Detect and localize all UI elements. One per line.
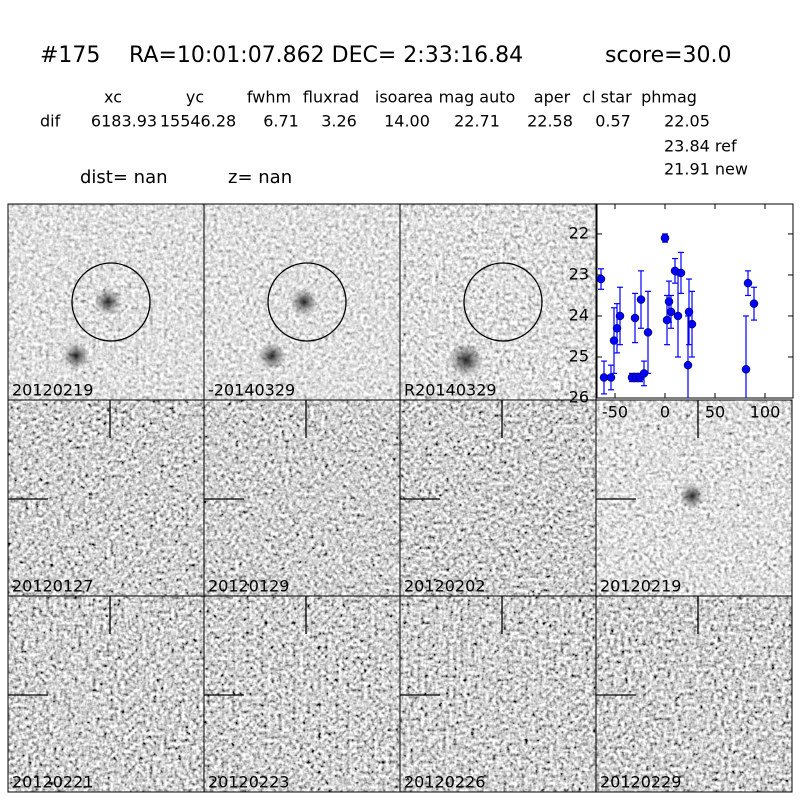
x-tick-label: 0 (660, 403, 670, 422)
data-point (630, 313, 640, 323)
redshift: z= nan (228, 167, 292, 188)
image-panel (400, 400, 596, 596)
image-panel (8, 400, 204, 596)
column-header: fwhm (247, 88, 291, 107)
data-point (597, 274, 606, 284)
panel-label: 20120202 (404, 577, 485, 596)
x-tick-label: 50 (705, 403, 725, 422)
y-tick-label: 25 (569, 346, 589, 365)
data-point (615, 311, 625, 321)
panel-label: -20140329 (208, 381, 295, 400)
score: score=30.0 (605, 43, 732, 68)
x-tick-label: 100 (750, 403, 781, 422)
table-value: 15546.28 (160, 112, 236, 131)
source-blob (94, 288, 122, 316)
table-value: 22.58 (527, 112, 573, 131)
data-point (683, 360, 693, 370)
data-point (749, 299, 759, 308)
aperture-circle (463, 262, 543, 342)
data-point (662, 315, 672, 325)
data-point (666, 307, 676, 317)
panel-label: 20120219 (600, 577, 681, 596)
source-blob (448, 342, 484, 378)
x-tick-label: -50 (602, 403, 628, 422)
data-point (741, 365, 751, 374)
table-value: 0.57 (595, 112, 631, 131)
data-point (609, 336, 619, 345)
new-mag: 21.91 new (664, 160, 748, 179)
panel-label: 20120127 (12, 577, 93, 596)
data-point (684, 307, 694, 317)
ref-mag: 23.84 ref (664, 137, 737, 156)
column-header: xc (104, 88, 122, 107)
image-panel (400, 596, 596, 792)
image-panel (596, 596, 792, 792)
image-panel (400, 204, 596, 400)
column-header: yc (186, 88, 204, 107)
data-point (643, 328, 653, 337)
object-id: #175 (40, 43, 100, 68)
source-blob (679, 483, 705, 509)
data-point (612, 324, 622, 333)
panel-label: 20120229 (600, 773, 681, 792)
table-value: 3.26 (321, 112, 357, 131)
y-tick-label: 26 (569, 388, 589, 407)
table-value: 6183.93 (91, 112, 157, 131)
column-header: phmag (641, 88, 697, 107)
column-header: fluxrad (303, 88, 359, 107)
panel-border (595, 595, 793, 793)
plot-area (596, 203, 794, 399)
panel-label: 20120226 (404, 773, 485, 792)
source-blob (62, 342, 90, 370)
aperture-circle (267, 262, 347, 342)
image-panel (8, 596, 204, 792)
y-tick-label: 22 (569, 223, 589, 242)
data-point (673, 311, 683, 321)
source-blob (258, 342, 286, 370)
panel-label: 20120223 (208, 773, 289, 792)
data-point (743, 278, 753, 288)
data-point (606, 373, 616, 382)
table-value: 22.05 (664, 112, 710, 131)
table-value: 22.71 (454, 112, 500, 131)
table-value: 6.71 (263, 112, 299, 131)
data-point (636, 295, 646, 304)
y-tick-label: 23 (569, 264, 589, 283)
panel-label: R20140329 (404, 381, 497, 400)
column-header: mag auto (439, 88, 516, 107)
column-header: cl star (582, 88, 632, 107)
table-value: 14.00 (384, 112, 430, 131)
data-point (660, 233, 670, 243)
panel-label: 20120221 (12, 773, 93, 792)
aperture-circle (71, 262, 151, 342)
column-header: isoarea (375, 88, 433, 107)
source-blob (290, 288, 318, 316)
data-point (676, 268, 686, 278)
y-tick-label: 24 (569, 305, 589, 324)
row-label: dif (40, 112, 61, 131)
data-point (687, 319, 697, 329)
image-panel (204, 400, 400, 596)
dist: dist= nan (80, 167, 168, 188)
column-header: aper (534, 88, 571, 107)
plot-data (597, 233, 759, 398)
image-panel (204, 596, 400, 792)
coordinates: RA=10:01:07.862 DEC= 2:33:16.84 (129, 43, 523, 68)
panel-label: 20120219 (12, 381, 93, 400)
data-point (664, 297, 674, 306)
panel-label: 20120129 (208, 577, 289, 596)
